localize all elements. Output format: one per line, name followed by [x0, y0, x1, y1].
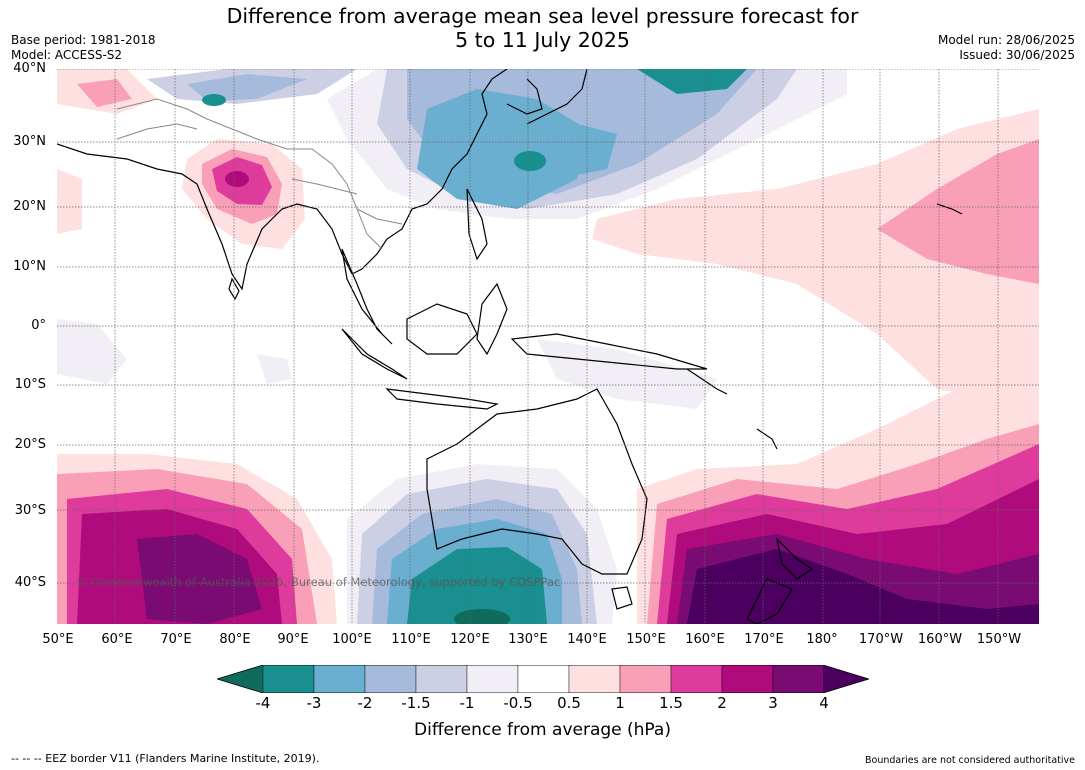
positive-anomaly-south-pacific: [637, 359, 1039, 624]
coastlines: [57, 69, 963, 624]
colorbar-tick: -3: [306, 694, 322, 712]
lat-label-10s: 10°S: [14, 377, 46, 392]
hawaii: [936, 203, 963, 215]
colorbar-segment: [262, 665, 315, 693]
colorbar-tick: -1: [459, 694, 475, 712]
lon-label-120e: 120°E: [450, 632, 490, 647]
colorbar-segment: [568, 665, 621, 693]
base-period-text: Base period: 1981-2018: [11, 33, 156, 47]
lon-label-180: 180°: [806, 632, 838, 647]
colorbar-tick: 4: [819, 694, 829, 712]
colorbar-segment: [517, 665, 570, 693]
colorbar-tick: 2: [717, 694, 727, 712]
australia-coastline: [426, 388, 648, 575]
title-line-1: Difference from average mean sea level p…: [226, 4, 859, 28]
korea: [506, 78, 543, 115]
asia-coastline: [57, 69, 508, 291]
lat-label-30n: 30°N: [13, 134, 46, 149]
lon-label-70e: 70°E: [160, 632, 192, 647]
lon-label-50e: 50°E: [42, 632, 74, 647]
colorbar-segment: [364, 665, 417, 693]
solomon-islands: [686, 368, 728, 395]
colorbar-tick: 3: [768, 694, 778, 712]
lon-label-140e: 140°E: [567, 632, 607, 647]
lon-label-160e: 160°E: [685, 632, 725, 647]
country-borders: [116, 98, 403, 250]
colorbar-tick: -4: [255, 694, 271, 712]
lat-label-0: 0°: [31, 318, 46, 333]
negative-anomaly-south-australia: [347, 464, 617, 624]
tasmania: [611, 586, 633, 610]
new-guinea: [510, 333, 708, 370]
lat-label-10n: 10°N: [13, 259, 46, 274]
copyright-watermark: © Commonwealth of Australia 2025, Bureau…: [76, 575, 561, 589]
lon-label-60e: 60°E: [101, 632, 133, 647]
colorbar-tick: 1.5: [659, 694, 683, 712]
colorbar-segment: [415, 665, 468, 693]
weak-negative-equatorial: [57, 319, 717, 409]
lon-label-170w: 170°W: [858, 632, 904, 647]
lon-label-80e: 80°E: [219, 632, 251, 647]
lon-label-110e: 110°E: [391, 632, 431, 647]
colorbar-over-arrow: [823, 665, 869, 693]
java: [385, 388, 499, 410]
boundaries-disclaimer: Boundaries are not considered authoritat…: [865, 755, 1075, 766]
lon-label-130e: 130°E: [508, 632, 548, 647]
colorbar-under-arrow: [217, 665, 263, 693]
issued-text: Issued: 30/06/2025: [959, 48, 1075, 62]
lon-label-150w: 150°W: [976, 632, 1022, 647]
lat-label-20n: 20°N: [13, 199, 46, 214]
sumatra: [341, 328, 408, 380]
lon-label-150e: 150°E: [626, 632, 666, 647]
model-text: Model: ACCESS-S2: [11, 48, 123, 62]
positive-anomaly-south-indian: [57, 454, 337, 624]
gridlines: [57, 69, 1039, 624]
lon-label-160w: 160°W: [917, 632, 963, 647]
model-run-text: Model run: 28/06/2025: [937, 33, 1075, 47]
map-title: Difference from average mean sea level p…: [0, 4, 1085, 52]
lat-label-40s: 40°S: [14, 575, 46, 590]
nz-north-island: [776, 537, 814, 580]
colorbar-tick: -2: [357, 694, 373, 712]
colorbar-tick: -0.5: [503, 694, 533, 712]
title-line-2: 5 to 11 July 2025: [455, 28, 630, 52]
philippines: [466, 188, 488, 261]
colorbar-tick: -1.5: [401, 694, 431, 712]
sri-lanka: [228, 277, 240, 301]
colorbar-tick: 0.5: [557, 694, 581, 712]
colorbar: [217, 665, 869, 693]
colorbar-segment: [670, 665, 723, 693]
eez-footnote: -- -- -- EEZ border V11 (Flanders Marine…: [11, 752, 320, 765]
colorbar-segment: [466, 665, 519, 693]
pressure-anomaly-map: [57, 69, 1039, 624]
lat-label-20s: 20°S: [14, 437, 46, 452]
colorbar-segment: [313, 665, 366, 693]
colorbar-segment: [619, 665, 672, 693]
lat-label-30s: 30°S: [14, 503, 46, 518]
japan: [526, 69, 588, 125]
borneo: [406, 303, 478, 355]
colorbar-label: Difference from average (hPa): [414, 720, 671, 740]
fiji: [756, 428, 778, 450]
lon-label-100e: 100°E: [332, 632, 372, 647]
lon-label-170e: 170°E: [744, 632, 784, 647]
positive-anomaly-india: [182, 139, 305, 249]
colorbar-segment: [721, 665, 774, 693]
sulawesi: [476, 282, 508, 356]
lat-label-40n: 40°N: [13, 61, 46, 76]
nz-south-island: [746, 578, 793, 624]
lon-label-90e: 90°E: [277, 632, 309, 647]
colorbar-tick: 1: [615, 694, 625, 712]
colorbar-segment: [772, 665, 825, 693]
